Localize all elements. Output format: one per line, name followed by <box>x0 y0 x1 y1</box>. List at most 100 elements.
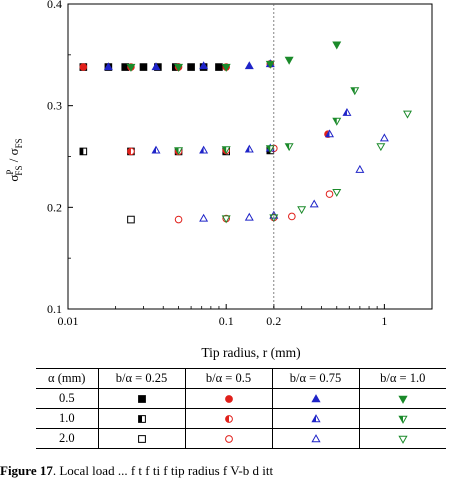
data-point <box>325 129 335 138</box>
legend-marker <box>137 415 146 424</box>
legend-symbol <box>310 394 321 403</box>
legend-header-alpha: α (mm) <box>36 368 99 389</box>
legend-symbol-cell <box>97 428 186 449</box>
legend-row: 1.0 <box>36 408 446 429</box>
data-point <box>332 188 342 197</box>
legend-symbol-cell <box>184 428 273 449</box>
data-point <box>79 147 88 156</box>
legend-header-row: α (mm) b/α = 0.25 b/α = 0.5 b/α = 0.75 b… <box>36 368 446 389</box>
x-axis-label: Tip radius, r (mm) <box>201 345 300 360</box>
legend-header-ratio: b/α = 0.75 <box>271 368 360 389</box>
y-tick-label: 0.1 <box>47 302 62 316</box>
y-axis-label: σPFS / σFS <box>5 138 24 181</box>
data-point <box>221 63 231 72</box>
data-point <box>350 87 360 96</box>
data-point <box>139 63 148 71</box>
legend-symbol-cell <box>97 408 186 429</box>
y-tick-label: 0.4 <box>47 0 62 11</box>
legend-symbol-cell <box>97 388 186 409</box>
x-tick-label: 1 <box>381 314 387 328</box>
axes: 0.01 0.1 0.2 10.10.20.30.4 <box>47 0 387 328</box>
data-point <box>199 61 209 70</box>
legend-row: 2.0 <box>36 428 446 449</box>
data-point <box>187 63 195 71</box>
legend-marker <box>310 434 321 443</box>
legend-marker <box>398 395 408 405</box>
data-point <box>265 60 275 69</box>
data-point <box>379 133 389 142</box>
legend-table: α (mm) b/α = 0.25 b/α = 0.5 b/α = 0.75 b… <box>36 368 446 449</box>
data-point <box>244 212 254 221</box>
legend-symbol <box>398 395 408 405</box>
x-tick-label: 0.01 <box>58 314 79 328</box>
legend-symbol <box>137 415 146 424</box>
data-point <box>342 107 352 116</box>
legend-header-ratio: b/α = 1.0 <box>358 368 446 389</box>
data-point <box>244 61 254 70</box>
legend-symbol <box>310 434 321 443</box>
legend-symbol <box>224 435 233 444</box>
legend-symbol-cell <box>271 388 360 409</box>
data-point <box>127 215 135 224</box>
data-point <box>332 41 342 50</box>
data-point <box>121 63 130 71</box>
legend-marker <box>398 435 408 445</box>
legend-symbol-cell <box>184 388 273 409</box>
legend-header-ratio: b/α = 0.25 <box>97 368 186 389</box>
data-point <box>174 63 184 72</box>
legend-symbol-cell <box>184 408 273 429</box>
legend-row: 0.5 <box>36 388 446 409</box>
legend-symbol-cell <box>271 408 360 429</box>
data-point <box>288 212 296 221</box>
figure-caption: Figure 17. Local load ... f t f ti f tip… <box>0 463 273 479</box>
legend-symbol-cell <box>358 428 446 449</box>
caption-text: . Local load ... f t f ti f tip radius f… <box>52 463 274 478</box>
data-point <box>269 214 279 223</box>
legend-symbol <box>398 435 408 445</box>
legend-symbol <box>137 395 146 404</box>
legend-symbol <box>137 435 146 444</box>
data-point <box>127 147 135 156</box>
data-point <box>332 117 342 126</box>
y-tick-label: 0.3 <box>47 99 62 113</box>
x-tick-label: 0.1 <box>219 314 234 328</box>
legend-marker <box>224 395 233 404</box>
legend-symbol <box>224 395 233 404</box>
data-point <box>151 62 161 71</box>
legend-row-alpha: 2.0 <box>36 428 99 449</box>
legend-marker <box>137 395 146 404</box>
data-point <box>174 147 184 156</box>
data-point <box>215 63 223 71</box>
figure-number: Figure 17 <box>0 463 53 478</box>
y-tick-label: 0.2 <box>47 200 62 214</box>
data-point <box>174 215 183 224</box>
legend-header-ratio: b/α = 0.5 <box>184 368 273 389</box>
legend-symbol <box>224 415 233 424</box>
plot-frame <box>67 3 433 310</box>
scatter-chart: 0.01 0.1 0.2 10.10.20.30.4 σPFS / σFS Tip r… <box>5 0 433 360</box>
data-point <box>244 144 254 153</box>
data-point <box>355 164 365 173</box>
data-point <box>151 145 161 154</box>
data-point <box>325 190 334 198</box>
legend-symbol-cell <box>271 428 360 449</box>
data-point <box>103 62 113 71</box>
data-point <box>309 199 319 208</box>
data-point <box>297 206 307 215</box>
data-point <box>199 213 209 222</box>
legend-marker <box>398 415 408 425</box>
legend-marker <box>310 394 321 403</box>
legend-symbol <box>310 414 321 423</box>
data-points <box>79 41 412 224</box>
legend-row-alpha: 1.0 <box>36 408 99 429</box>
data-point <box>284 143 294 152</box>
legend-symbol <box>398 415 408 425</box>
legend-symbol-cell <box>358 388 446 409</box>
data-point <box>221 146 231 155</box>
x-tick-label: 0.2 <box>266 314 281 328</box>
legend-marker <box>310 414 321 423</box>
data-point <box>79 63 88 71</box>
data-point <box>265 145 275 154</box>
data-point <box>199 145 209 154</box>
legend-row-alpha: 0.5 <box>36 388 99 409</box>
